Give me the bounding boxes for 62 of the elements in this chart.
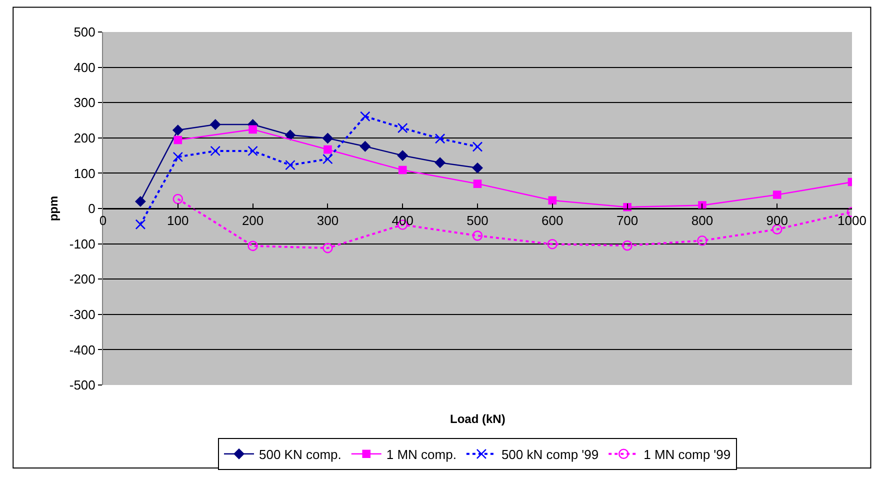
point — [434, 133, 446, 144]
y-tick-label: 200 — [74, 130, 96, 146]
point — [324, 145, 332, 154]
x-tick-label: 0 — [99, 213, 107, 228]
point — [397, 122, 408, 134]
point — [398, 166, 407, 174]
point — [360, 141, 370, 152]
legend-label: 500 KN comp. — [259, 446, 342, 462]
x-tick-label: 1000 — [838, 213, 866, 228]
x-tick-label: 300 — [316, 213, 339, 228]
point — [472, 142, 483, 152]
point — [172, 152, 184, 162]
x-tick-label: 600 — [542, 213, 564, 228]
x-tick-label: 200 — [242, 213, 264, 228]
point — [210, 119, 221, 130]
point — [697, 235, 708, 246]
y-tick-label: 300 — [74, 95, 96, 110]
y-axis-title: ppm — [46, 196, 61, 222]
point — [473, 180, 482, 188]
y-tick-label: -100 — [69, 236, 96, 252]
point — [322, 154, 333, 164]
y-tick-label: 400 — [74, 60, 96, 75]
point — [285, 130, 296, 140]
point — [322, 133, 333, 144]
x-tick-label: 400 — [392, 213, 414, 228]
legend-label: 1 MN comp. — [386, 446, 456, 462]
point — [248, 240, 258, 252]
point — [472, 230, 483, 241]
point — [285, 160, 296, 170]
y-tick-label: 500 — [74, 24, 96, 40]
y-tick-label: -300 — [69, 306, 96, 322]
point — [135, 219, 146, 230]
point — [548, 196, 557, 205]
point — [397, 150, 408, 161]
y-tick-label: 100 — [74, 166, 96, 181]
point — [248, 146, 258, 156]
y-tick-label: 0 — [88, 201, 96, 216]
point — [547, 239, 558, 250]
x-axis-title: Load (kN) — [450, 412, 506, 426]
point — [698, 201, 706, 210]
legend-label: 1 MN comp '99 — [644, 446, 731, 462]
point — [135, 196, 146, 207]
point — [248, 125, 257, 134]
point — [172, 124, 184, 136]
point — [172, 194, 184, 204]
y-tick-label: -400 — [69, 342, 96, 358]
point — [360, 111, 370, 122]
y-tick-label: -200 — [69, 272, 96, 287]
point — [174, 136, 182, 144]
point — [210, 146, 220, 156]
point — [772, 190, 782, 199]
x-tick-label: 900 — [766, 213, 788, 228]
x-tick-label: 800 — [691, 213, 714, 228]
y-tick-label: -500 — [69, 378, 96, 393]
legend-label: 500 kN comp '99 — [501, 446, 599, 462]
point — [472, 162, 483, 174]
point — [622, 240, 632, 251]
x-tick-label: 700 — [616, 213, 638, 228]
x-tick-label: 100 — [167, 213, 189, 228]
point — [434, 157, 446, 168]
point — [322, 242, 333, 254]
x-tick-label: 500 — [466, 213, 488, 228]
